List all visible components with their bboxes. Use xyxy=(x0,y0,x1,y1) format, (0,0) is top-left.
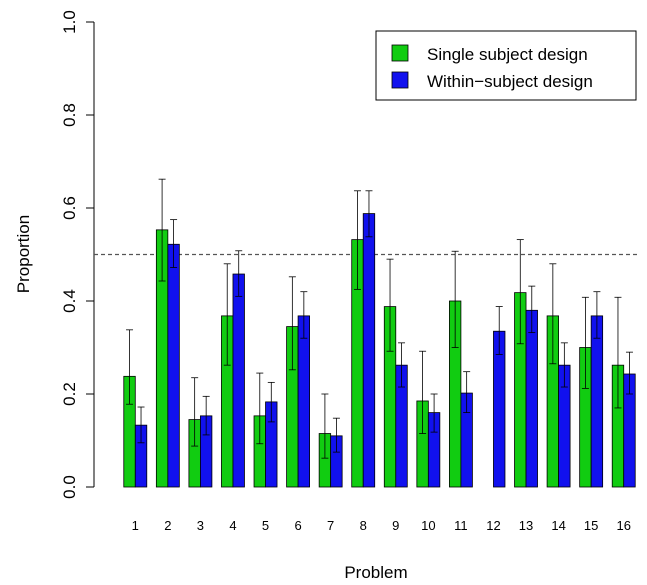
error-bar-within-subject xyxy=(430,393,438,433)
error-bar-within-subject xyxy=(593,291,601,339)
x-tick-label: 10 xyxy=(421,518,435,533)
error-bar-within-subject xyxy=(170,219,178,268)
error-bar-single-subject xyxy=(158,178,166,282)
error-bar-within-subject xyxy=(398,342,406,388)
x-tick-label: 1 xyxy=(132,518,139,533)
error-bars-layer xyxy=(126,178,633,459)
x-tick-label: 9 xyxy=(392,518,399,533)
x-tick-label: 12 xyxy=(486,518,500,533)
x-tick-label: 4 xyxy=(229,518,236,533)
x-tick-label: 8 xyxy=(360,518,367,533)
error-bar-within-subject xyxy=(528,285,536,334)
error-bar-single-subject xyxy=(288,276,296,371)
error-bar-within-subject xyxy=(625,351,633,395)
y-tick-label: 0.8 xyxy=(60,103,79,127)
error-bar-within-subject xyxy=(300,291,308,339)
error-bar-single-subject xyxy=(419,350,427,434)
error-bar-single-subject xyxy=(256,372,264,445)
x-tick-label: 2 xyxy=(164,518,171,533)
legend-label-within-subject: Within−subject design xyxy=(427,72,593,91)
x-tick-label: 6 xyxy=(294,518,301,533)
error-bar-single-subject xyxy=(581,296,589,389)
error-bar-within-subject xyxy=(267,381,275,423)
bar-within-subject xyxy=(590,315,604,488)
legend-box xyxy=(375,30,637,101)
x-axis-title: Problem xyxy=(344,563,407,582)
error-bar-single-subject xyxy=(353,190,361,290)
legend-swatch-single-subject xyxy=(391,44,409,62)
x-tick-label: 11 xyxy=(454,518,468,533)
y-tick-label: 0.2 xyxy=(60,382,79,406)
bar-within-subject xyxy=(232,273,245,488)
error-bar-single-subject xyxy=(321,393,329,459)
error-bar-within-subject xyxy=(365,190,373,238)
error-bar-within-subject xyxy=(137,406,145,444)
error-bar-single-subject xyxy=(126,329,134,405)
x-tick-label: 5 xyxy=(262,518,269,533)
error-bar-single-subject xyxy=(549,263,557,365)
bar-within-subject xyxy=(525,309,538,488)
error-bar-within-subject xyxy=(235,250,243,297)
error-bar-single-subject xyxy=(191,377,199,447)
x-tick-label: 15 xyxy=(584,518,598,533)
error-bar-within-subject xyxy=(332,417,340,453)
error-bar-single-subject xyxy=(614,296,622,409)
error-bar-single-subject xyxy=(223,263,231,366)
x-tick-label: 13 xyxy=(519,518,533,533)
error-bar-within-subject xyxy=(495,306,503,355)
x-axis-ticks: 1 2 3 4 5 6 7 8 9 10 11 12 13 14 15 16 xyxy=(132,518,631,533)
error-bar-within-subject xyxy=(202,395,210,436)
legend-label-single-subject: Single subject design xyxy=(427,45,588,64)
bar-within-subject xyxy=(362,213,376,488)
bar-within-subject xyxy=(297,315,310,488)
x-tick-label: 7 xyxy=(327,518,334,533)
legend: Single subject design Within−subject des… xyxy=(375,30,637,101)
error-bar-within-subject xyxy=(560,342,568,388)
y-tick-label: 0.6 xyxy=(60,196,79,220)
x-tick-label: 3 xyxy=(197,518,204,533)
error-bar-single-subject xyxy=(451,250,459,348)
error-bar-single-subject xyxy=(386,258,394,352)
x-tick-label: 16 xyxy=(616,518,630,533)
y-axis: 0.0 0.2 0.4 0.6 0.8 1.0 xyxy=(60,10,95,499)
y-tick-label: 1.0 xyxy=(60,10,79,34)
legend-swatch-within-subject xyxy=(391,71,409,89)
bar-within-subject xyxy=(167,243,180,488)
y-tick-label: 0.4 xyxy=(60,289,79,313)
y-tick-label: 0.0 xyxy=(60,475,79,499)
y-axis-title: Proportion xyxy=(14,215,33,293)
error-bar-within-subject xyxy=(463,371,471,414)
error-bar-single-subject xyxy=(516,239,524,345)
x-tick-label: 14 xyxy=(551,518,565,533)
